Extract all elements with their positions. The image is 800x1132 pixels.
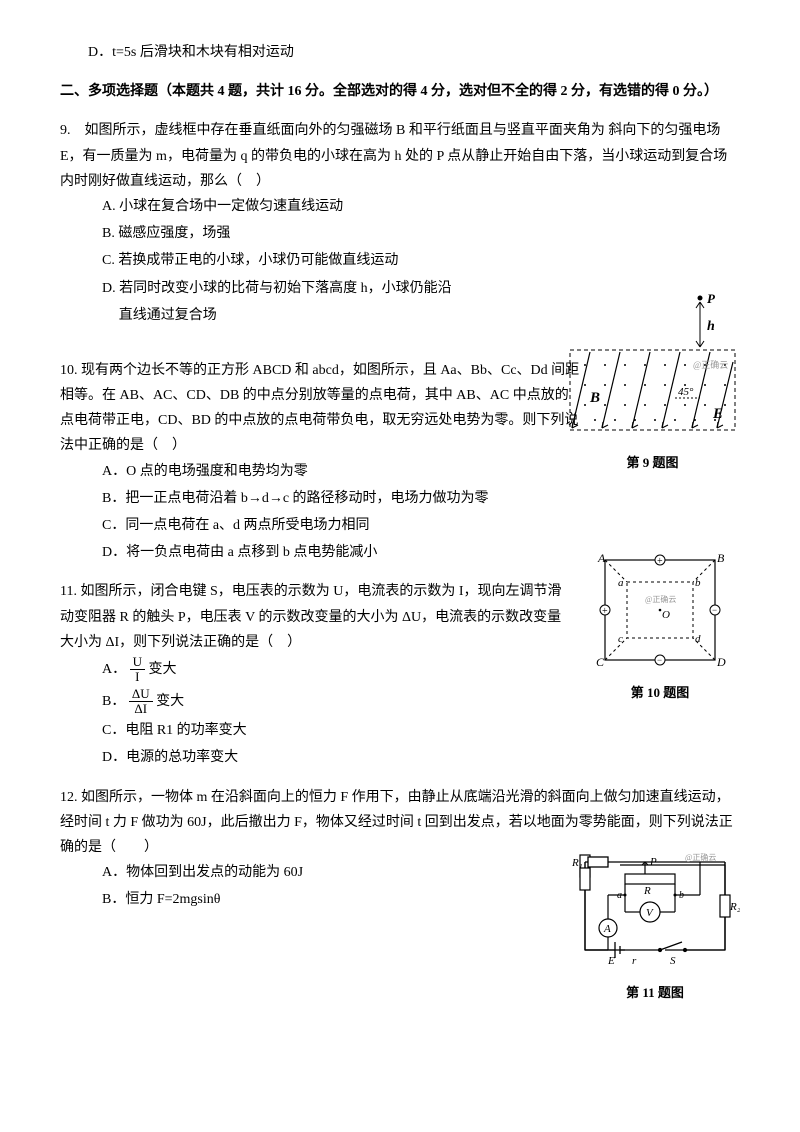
figure-11-svg: R₁ R₂ P R a b V xyxy=(570,850,740,970)
svg-text:S: S xyxy=(670,955,676,967)
q9-option-a: A. 小球在复合场中一定做匀速直线运动 xyxy=(60,194,740,219)
svg-text:P: P xyxy=(707,291,716,306)
figure-11-caption: 第 11 题图 xyxy=(570,981,740,1004)
svg-text:h: h xyxy=(707,319,715,334)
q10-option-c: C．同一点电荷在 a、d 两点所受电场力相同 xyxy=(60,513,580,538)
q8-option-d: D．t=5s 后滑块和木块有相对运动 xyxy=(60,40,740,65)
svg-text:+: + xyxy=(657,556,663,567)
q10-stem: 10. 现有两个边长不等的正方形 ABCD 和 abcd，如图所示，且 Aa、B… xyxy=(60,358,580,459)
q9-option-b: B. 磁感应强度，场强 xyxy=(60,221,740,246)
q11-option-d: D．电源的总功率变大 xyxy=(60,745,570,770)
q10-option-a: A．O 点的电场强度和电势均为零 xyxy=(60,459,580,484)
q11-stem: 11. 如图所示，闭合电键 S，电压表的示数为 U，电流表的示数为 I，现向左调… xyxy=(60,579,570,655)
svg-text:R: R xyxy=(643,885,651,897)
svg-text:A: A xyxy=(603,923,611,935)
svg-text:r: r xyxy=(632,955,637,967)
svg-text:P: P xyxy=(649,856,657,868)
q9-option-c: C. 若换成带正电的小球，小球仍可能做直线运动 xyxy=(60,248,740,273)
svg-text:E: E xyxy=(607,955,615,967)
svg-text:@正确云: @正确云 xyxy=(685,852,716,862)
q12-stem: 12. 如图所示，一物体 m 在沿斜面向上的恒力 F 作用下，由静止从底端沿光滑… xyxy=(60,785,740,861)
section-2-title: 二、多项选择题（本题共 4 题，共计 16 分。全部选对的得 4 分，选对但不全… xyxy=(60,79,740,104)
q11-option-a: A． UI 变大 xyxy=(60,655,570,685)
q11-option-b: B． ΔUΔI 变大 xyxy=(60,687,570,717)
q10-option-d: D．将一负点电荷由 a 点移到 b 点电势能减小 xyxy=(60,540,580,565)
svg-text:B: B xyxy=(717,551,725,565)
q10-option-b: B．把一正点电荷沿着 b→d→c 的路径移动时，电场力做功为零 xyxy=(60,486,580,511)
q11-option-c: C．电阻 R1 的功率变大 xyxy=(60,718,570,743)
svg-text:R₂: R₂ xyxy=(729,901,740,913)
svg-text:A: A xyxy=(597,551,606,565)
svg-text:R₁: R₁ xyxy=(571,857,583,869)
q9-stem: 9. 如图所示，虚线框中存在垂直纸面向外的匀强磁场 B 和平行纸面且与竖直平面夹… xyxy=(60,118,740,194)
figure-11: R₁ R₂ P R a b V xyxy=(570,850,740,1005)
